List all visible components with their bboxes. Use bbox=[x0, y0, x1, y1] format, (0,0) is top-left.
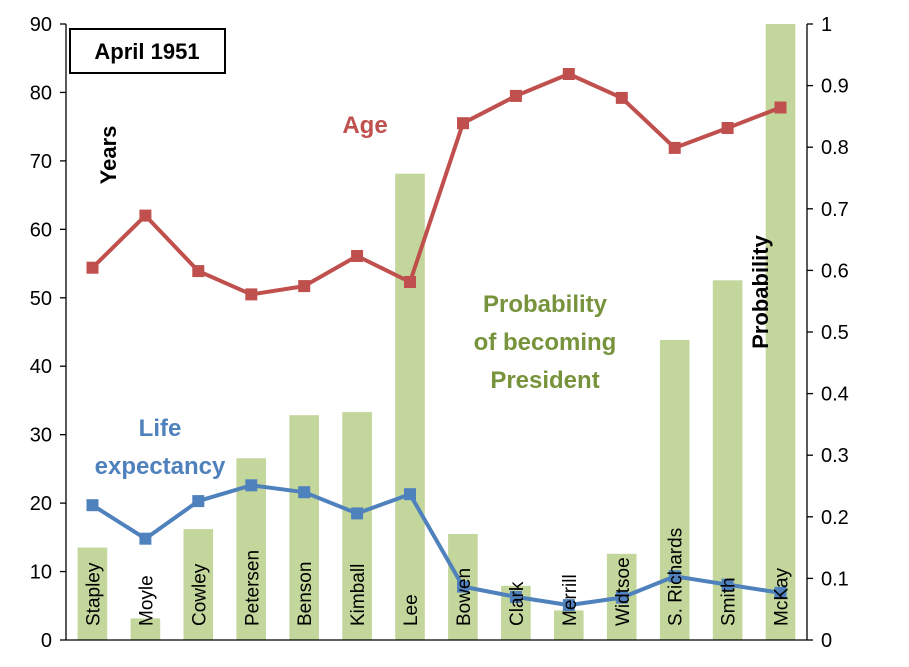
life-expectancy-marker bbox=[562, 599, 575, 612]
age-marker bbox=[668, 141, 681, 154]
category-label: Merrill bbox=[560, 574, 581, 626]
probability-bar bbox=[130, 618, 161, 640]
probability-of-becoming-president-series-label: Probability bbox=[483, 291, 608, 318]
category-label: Moyle bbox=[136, 575, 157, 626]
left-tick-label: 50 bbox=[30, 288, 52, 310]
age-marker bbox=[774, 101, 787, 114]
age-series-label: Age bbox=[342, 112, 387, 139]
probability-bar bbox=[554, 610, 584, 640]
age-marker bbox=[562, 68, 575, 80]
age-marker bbox=[721, 122, 734, 134]
right-tick-label: 0.1 bbox=[821, 568, 849, 590]
series-lines bbox=[86, 68, 787, 612]
category-label: S. Richards bbox=[666, 528, 687, 626]
age-marker bbox=[86, 261, 99, 274]
title-box: April 1951 bbox=[69, 28, 226, 74]
life-expectancy-marker bbox=[245, 479, 258, 492]
right-tick-label: 0.6 bbox=[821, 260, 849, 282]
probability-bar bbox=[342, 412, 372, 640]
left-tick-label: 60 bbox=[30, 219, 52, 241]
age-marker bbox=[351, 250, 364, 262]
axes bbox=[65, 24, 808, 641]
left-tick-label: 90 bbox=[30, 14, 52, 36]
life-expectancy-series-label: Life bbox=[139, 415, 182, 442]
category-label: Lee bbox=[401, 594, 422, 626]
age-marker bbox=[192, 265, 205, 278]
title-frame bbox=[69, 28, 226, 74]
chart-title: April 1951 bbox=[94, 39, 199, 64]
right-tick-label: 0.2 bbox=[821, 507, 849, 529]
series-labels: Age Life expectancy Probability of becoming P… bbox=[95, 112, 617, 480]
category-label: Benson bbox=[295, 562, 316, 626]
category-label: Clark bbox=[507, 581, 528, 626]
age-marker bbox=[298, 280, 311, 293]
life-expectancy-marker bbox=[721, 578, 734, 591]
left-tick-label: 0 bbox=[41, 630, 52, 652]
age-marker bbox=[615, 91, 628, 104]
life-expectancy-marker bbox=[351, 507, 364, 520]
category-labels: Stapley Moyle Cowley Petersen Benson Kimball L… bbox=[83, 528, 792, 626]
right-tick-label: 1 bbox=[821, 14, 832, 36]
probability-bar bbox=[77, 547, 108, 640]
life-expectancy-line bbox=[91, 483, 781, 608]
category-label: McKay bbox=[772, 567, 793, 626]
left-tick-label: 80 bbox=[30, 82, 52, 104]
category-label: Kimball bbox=[348, 564, 369, 626]
life-expectancy-marker bbox=[668, 570, 681, 583]
probability-bars bbox=[77, 24, 796, 640]
life-expectancy-marker bbox=[298, 486, 311, 499]
category-label: Smith bbox=[719, 577, 740, 626]
life-expectancy-marker bbox=[457, 580, 469, 593]
life-expectancy-series-label: expectancy bbox=[95, 453, 226, 480]
age-marker bbox=[245, 288, 258, 301]
life-expectancy-marker bbox=[774, 586, 787, 599]
probability-of-becoming-president-series-label: President bbox=[490, 367, 599, 394]
left-axis-ticks: 0 10 20 30 40 50 60 70 80 90 bbox=[30, 14, 66, 652]
age-marker bbox=[509, 89, 522, 102]
category-label: Bowen bbox=[454, 568, 475, 626]
life-expectancy-marker bbox=[192, 495, 205, 508]
right-tick-label: 0.9 bbox=[821, 76, 849, 98]
age-line bbox=[91, 72, 782, 297]
life-expectancy-marker bbox=[86, 499, 99, 512]
life-expectancy-marker bbox=[509, 590, 522, 603]
category-label: Cowley bbox=[189, 563, 210, 626]
probability-bar bbox=[765, 24, 796, 640]
age-marker bbox=[457, 117, 469, 130]
category-label: Widtsoe bbox=[613, 557, 634, 626]
category-label: Stapley bbox=[83, 562, 104, 626]
probability-bar bbox=[183, 529, 214, 640]
y-left-label: Years bbox=[96, 126, 121, 185]
right-axis-ticks: 0 0.1 0.2 0.3 0.4 0.5 0.6 0.7 0.8 0.9 1 bbox=[807, 14, 849, 652]
probability-of-becoming-president-series-label: of becoming bbox=[474, 329, 617, 356]
left-tick-label: 30 bbox=[30, 425, 52, 447]
right-tick-label: 0.8 bbox=[821, 137, 849, 159]
left-tick-label: 10 bbox=[30, 562, 52, 584]
right-tick-label: 0.7 bbox=[821, 199, 849, 221]
age-marker bbox=[139, 209, 152, 222]
probability-bar bbox=[659, 340, 690, 640]
life-expectancy-marker bbox=[139, 532, 152, 545]
y-right-label: Probability bbox=[748, 234, 773, 348]
right-tick-label: 0.5 bbox=[821, 322, 849, 344]
right-tick-label: 0.3 bbox=[821, 445, 849, 467]
life-expectancy-marker bbox=[404, 488, 416, 501]
life-expectancy-marker bbox=[615, 591, 628, 604]
left-tick-label: 20 bbox=[30, 493, 52, 515]
age-marker bbox=[404, 276, 416, 288]
left-tick-label: 40 bbox=[30, 356, 52, 378]
right-tick-label: 0 bbox=[821, 630, 832, 652]
right-tick-label: 0.4 bbox=[821, 384, 849, 406]
category-label: Petersen bbox=[242, 550, 263, 626]
probability-bar bbox=[395, 173, 425, 640]
probability-bar bbox=[289, 415, 319, 640]
left-tick-label: 70 bbox=[30, 151, 52, 173]
